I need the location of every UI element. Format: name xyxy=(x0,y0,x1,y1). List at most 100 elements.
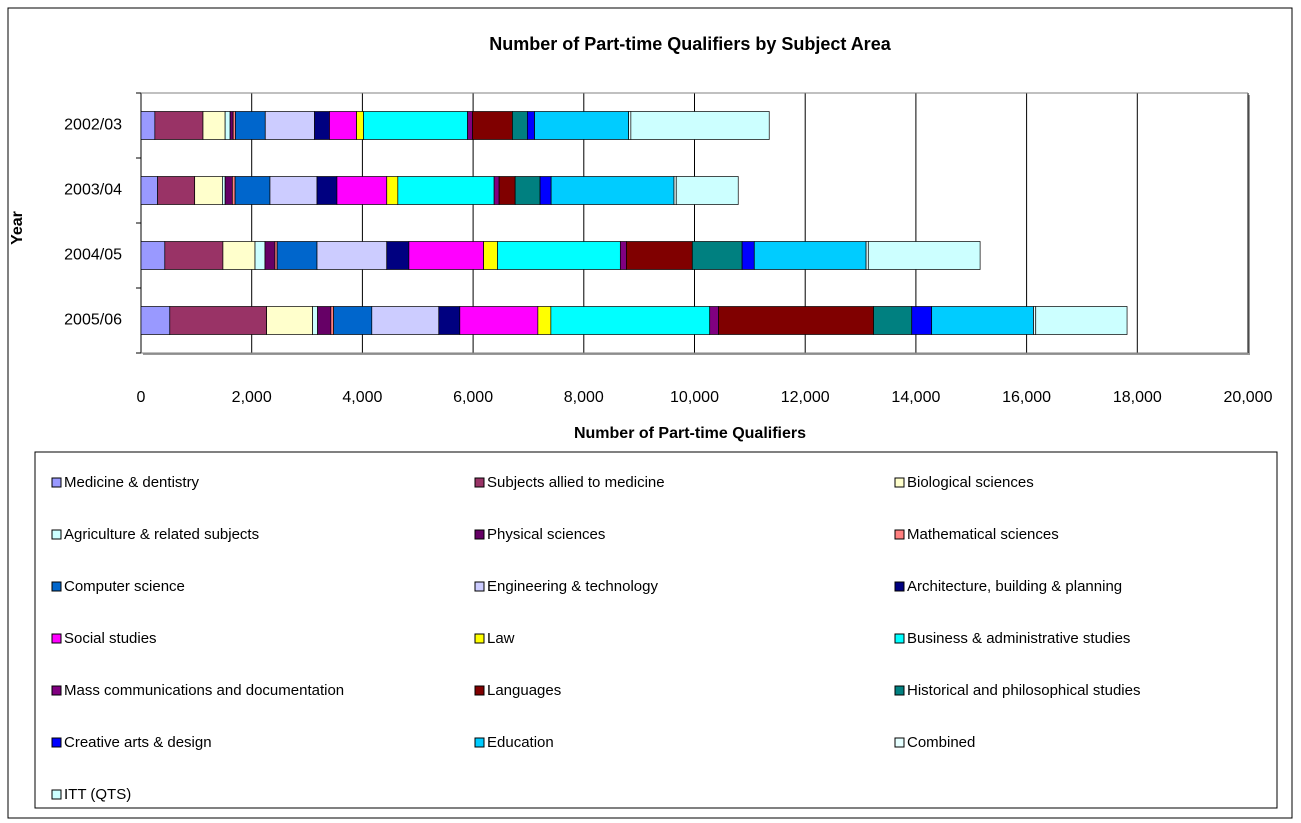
bar-segment xyxy=(493,176,500,205)
bar-segment xyxy=(675,176,739,205)
bar-segment xyxy=(140,306,171,335)
legend-swatch xyxy=(51,581,62,592)
bar-segment xyxy=(269,176,318,205)
bar-segment xyxy=(483,241,498,270)
legend-label: Combined xyxy=(907,734,975,751)
legend-swatch xyxy=(474,529,485,540)
bar-segment xyxy=(537,306,552,335)
bar-segment xyxy=(363,111,468,140)
bar-segment xyxy=(514,176,541,205)
bar-segment xyxy=(718,306,874,335)
bar-segment xyxy=(317,306,332,335)
bar-segment xyxy=(512,111,528,140)
bar-segment xyxy=(753,241,867,270)
bar-segment xyxy=(154,111,204,140)
x-tick-label: 6,000 xyxy=(453,389,493,406)
legend-swatch xyxy=(894,477,905,488)
bar-segment xyxy=(397,176,495,205)
bar-segment xyxy=(316,241,388,270)
bar-segment xyxy=(539,176,552,205)
bar-segment xyxy=(526,111,535,140)
bar-segment xyxy=(408,241,484,270)
bar-segment xyxy=(329,111,357,140)
legend-box xyxy=(34,451,1278,809)
legend-swatch xyxy=(51,789,62,800)
bar-segment xyxy=(164,241,224,270)
bar-segment xyxy=(316,176,338,205)
y-tick-label: 2002/03 xyxy=(64,117,122,134)
bar-segment xyxy=(266,306,313,335)
bar-segment xyxy=(229,111,234,140)
legend-label: Physical sciences xyxy=(487,526,605,543)
legend-label: Medicine & dentistry xyxy=(64,474,200,491)
bar-segment xyxy=(371,306,440,335)
legend-label: Computer science xyxy=(64,578,185,595)
legend-label: Architecture, building & planning xyxy=(907,578,1122,595)
legend-label: Mass communications and documentation xyxy=(64,682,344,699)
x-tick-label: 16,000 xyxy=(1002,389,1051,406)
x-tick-label: 2,000 xyxy=(232,389,272,406)
legend-swatch xyxy=(474,581,485,592)
bar-segment xyxy=(386,176,399,205)
x-tick-label: 18,000 xyxy=(1113,389,1162,406)
legend-swatch xyxy=(51,477,62,488)
bar-segment xyxy=(386,241,410,270)
x-tick-label: 12,000 xyxy=(781,389,830,406)
bar-segment xyxy=(140,241,166,270)
legend-swatch xyxy=(51,685,62,696)
legend-label: ITT (QTS) xyxy=(64,786,131,803)
legend-swatch xyxy=(474,737,485,748)
legend-swatch xyxy=(894,737,905,748)
bar-segment xyxy=(472,111,513,140)
bar-segment xyxy=(534,111,629,140)
y-tick-label: 2003/04 xyxy=(64,182,122,199)
y-tick-label: 2004/05 xyxy=(64,247,122,264)
bar-segment xyxy=(497,241,621,270)
legend-swatch xyxy=(51,529,62,540)
bar-segment xyxy=(550,176,675,205)
bar-segment xyxy=(234,176,271,205)
x-tick-label: 0 xyxy=(137,389,146,406)
legend-swatch xyxy=(894,685,905,696)
bar-segment xyxy=(202,111,226,140)
x-tick-label: 8,000 xyxy=(564,389,604,406)
bar-segment xyxy=(140,111,156,140)
x-tick-label: 4,000 xyxy=(342,389,382,406)
bar-segment xyxy=(741,241,755,270)
legend-label: Languages xyxy=(487,682,561,699)
bar-segment xyxy=(550,306,711,335)
bar-segment xyxy=(276,241,318,270)
bar-segment xyxy=(498,176,516,205)
legend-label: Biological sciences xyxy=(907,474,1034,491)
bar-segment xyxy=(356,111,364,140)
bar-segment xyxy=(867,241,981,270)
legend-swatch xyxy=(894,529,905,540)
bar-segment xyxy=(931,306,1034,335)
bar-segment xyxy=(231,176,236,205)
legend-label: Engineering & technology xyxy=(487,578,658,595)
legend-swatch xyxy=(894,581,905,592)
y-axis-title: Year xyxy=(9,211,26,245)
bar-segment xyxy=(264,241,276,270)
bar-segment xyxy=(235,111,266,140)
bar-segment xyxy=(222,176,226,205)
bar-segment xyxy=(333,306,373,335)
bar-segment xyxy=(1035,306,1128,335)
bar-segment xyxy=(619,241,627,270)
bar-segment xyxy=(438,306,461,335)
bar-segment xyxy=(873,306,913,335)
bar-segment xyxy=(254,241,266,270)
legend-label: Social studies xyxy=(64,630,157,647)
bar-segment xyxy=(169,306,267,335)
bar-segment xyxy=(459,306,539,335)
chart-title: Number of Part-time Qualifiers by Subjec… xyxy=(489,34,891,54)
legend-label: Historical and philosophical studies xyxy=(907,682,1140,699)
bar-segment xyxy=(157,176,196,205)
legend-swatch xyxy=(51,633,62,644)
bar-segment xyxy=(222,241,256,270)
bar-segment xyxy=(194,176,223,205)
legend-label: Business & administrative studies xyxy=(907,630,1130,647)
bar-segment xyxy=(467,111,473,140)
bar-segment xyxy=(336,176,388,205)
